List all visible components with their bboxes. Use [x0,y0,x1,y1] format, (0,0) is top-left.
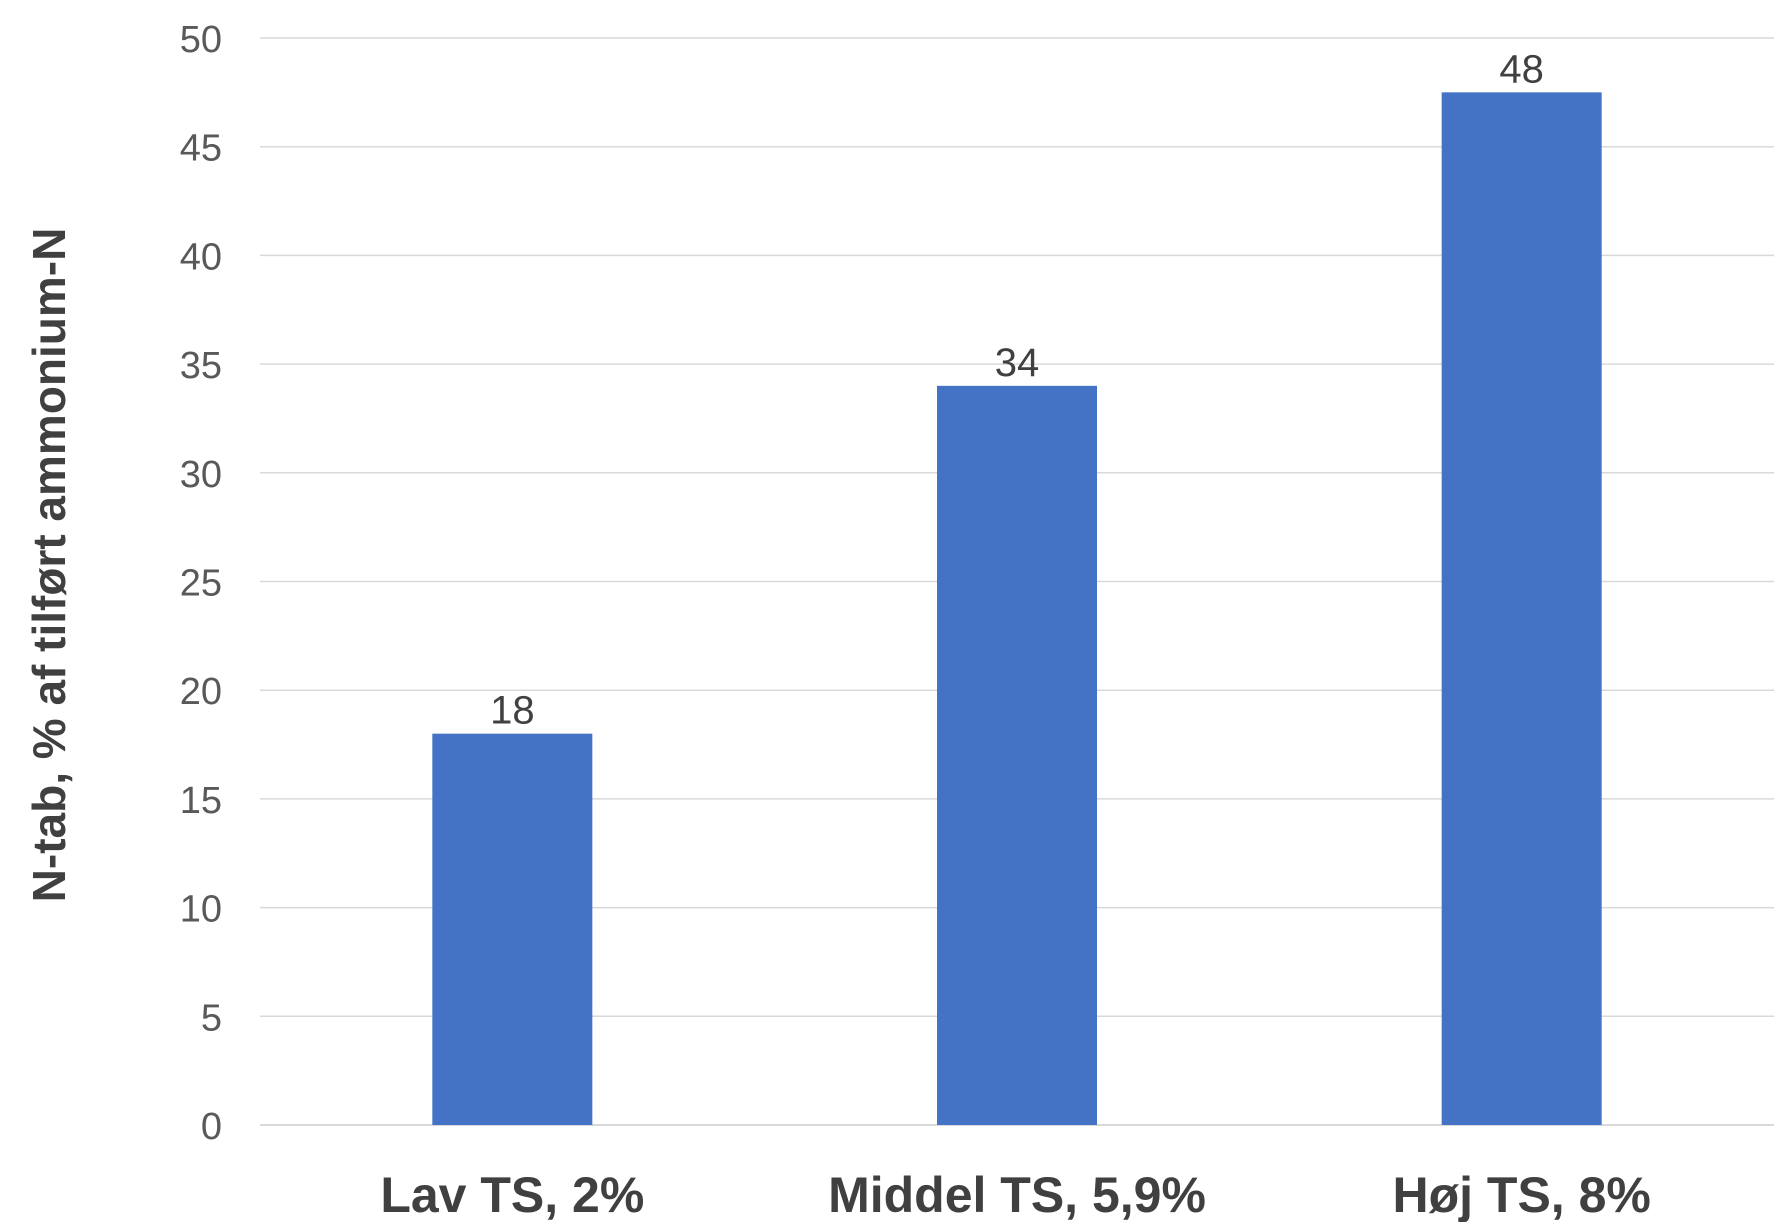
y-tick-label: 50 [180,19,222,61]
y-tick-label: 0 [201,1106,222,1148]
x-tick-label: Lav TS, 2% [380,1167,644,1222]
data-label: 48 [1499,47,1544,91]
y-tick-label: 40 [180,236,222,278]
y-tick-label: 15 [180,780,222,822]
y-tick-label: 25 [180,563,222,605]
data-label: 18 [490,689,535,733]
y-tick-label: 30 [180,454,222,496]
y-axis-label: N-tab, % af tilført ammonium-N [23,228,75,903]
x-axis-ticks: Lav TS, 2% Middel TS, 5,9% Høj TS, 8% [380,1167,1651,1222]
y-axis-ticks: 0 5 10 15 20 25 30 35 40 45 50 [180,19,222,1148]
x-tick-label: Middel TS, 5,9% [828,1167,1206,1222]
y-tick-label: 5 [201,997,222,1039]
bar [1441,92,1602,1126]
y-tick-label: 45 [180,128,222,170]
y-tick-label: 10 [180,889,222,931]
data-labels: 18 34 48 [490,47,1544,732]
x-tick-label: Høj TS, 8% [1392,1167,1650,1222]
bar [937,385,1097,1126]
bar [432,733,593,1125]
y-tick-label: 35 [180,345,222,387]
data-label: 34 [995,341,1040,385]
bars [432,92,1602,1126]
y-tick-label: 20 [180,671,222,713]
